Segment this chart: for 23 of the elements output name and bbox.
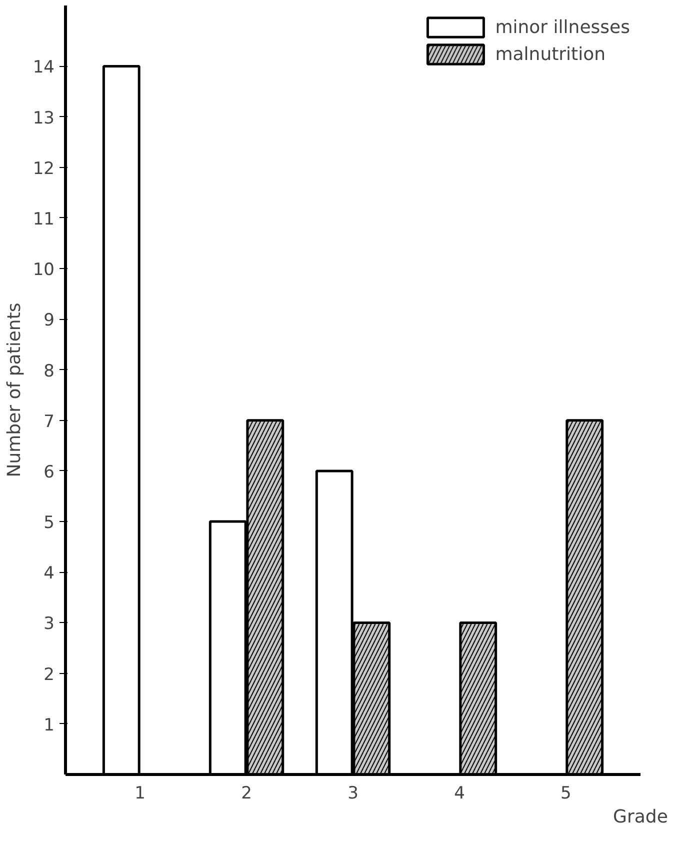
y-tick-label: 12	[32, 158, 55, 179]
y-tick-label: 10	[32, 260, 55, 280]
x-tick-label: 1	[134, 784, 146, 804]
y-tick-label: 9	[44, 310, 55, 331]
y-tick-label: 14	[32, 58, 55, 78]
y-tick-label: 13	[32, 108, 55, 128]
y-tick-label: 2	[44, 664, 55, 685]
y-axis-title: Number of patients	[4, 302, 25, 478]
x-tick-label: 4	[454, 784, 465, 804]
x-tick-label: 3	[348, 784, 358, 804]
y-tick-label: 1	[44, 715, 55, 736]
y-tick-label: 6	[44, 462, 55, 482]
y-tick-label: 5	[44, 513, 55, 534]
x-tick-label: 5	[560, 784, 572, 804]
y-tick-label: 4	[44, 564, 55, 584]
y-tick-label: 3	[44, 614, 55, 634]
legend-label: minor illnesses	[495, 16, 630, 38]
legend-label: malnutrition	[495, 44, 606, 64]
y-tick-label: 8	[44, 361, 55, 382]
x-axis-title: Grade	[613, 806, 668, 828]
y-tick-label: 11	[32, 209, 55, 230]
y-tick-label: 7	[44, 412, 55, 432]
x-tick-label: 2	[241, 784, 252, 804]
